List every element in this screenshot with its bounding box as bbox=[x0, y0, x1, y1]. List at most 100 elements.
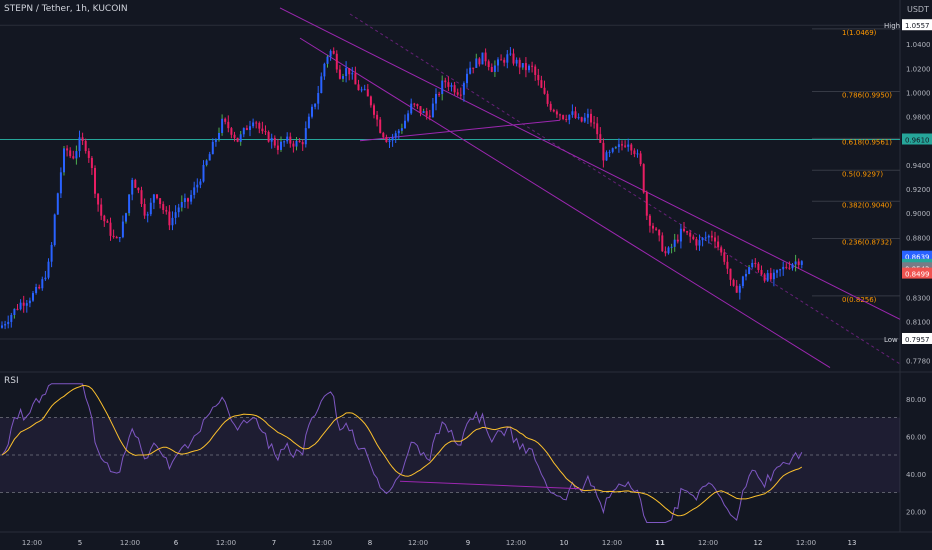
time-tick-label: 12:00 bbox=[22, 539, 42, 547]
time-tick-label: 12:00 bbox=[408, 539, 428, 547]
candle-body bbox=[472, 67, 475, 69]
candle-body bbox=[506, 54, 509, 63]
candle-body bbox=[788, 267, 791, 269]
price-badge-value: 0.9610 bbox=[905, 137, 930, 145]
candle-body bbox=[252, 122, 255, 127]
candle-body bbox=[221, 118, 224, 133]
candle-body bbox=[490, 67, 493, 72]
candle-body bbox=[413, 103, 416, 105]
time-tick-label: 13 bbox=[848, 539, 857, 547]
candle-body bbox=[559, 114, 561, 116]
candle-body bbox=[391, 137, 394, 141]
candle-body bbox=[342, 76, 344, 79]
candle-body bbox=[776, 270, 778, 273]
candle-body bbox=[717, 241, 720, 248]
candle-body bbox=[165, 210, 168, 212]
candle-body bbox=[757, 263, 760, 270]
candle-body bbox=[723, 252, 726, 262]
candle-body bbox=[125, 213, 127, 222]
candle-body bbox=[797, 261, 800, 265]
chart-title: STEPN / Tether, 1h, KUCOIN bbox=[4, 4, 128, 14]
candle-body bbox=[180, 202, 183, 208]
candle-body bbox=[602, 142, 605, 161]
candle-body bbox=[695, 239, 698, 246]
price-tick-label: 0.9800 bbox=[906, 114, 931, 122]
candle-body bbox=[772, 272, 775, 280]
candle-body bbox=[707, 235, 710, 238]
candle-body bbox=[568, 114, 571, 120]
candle-body bbox=[193, 187, 196, 195]
candle-body bbox=[655, 228, 658, 230]
candle-body bbox=[782, 266, 785, 270]
candle-body bbox=[128, 194, 131, 214]
candle-body bbox=[81, 137, 84, 141]
candle-body bbox=[800, 261, 803, 265]
time-tick-label: 12:00 bbox=[216, 539, 236, 547]
candle-body bbox=[543, 87, 546, 94]
candle-body bbox=[698, 240, 701, 246]
candle-body bbox=[35, 287, 38, 294]
rsi-label: RSI bbox=[4, 376, 19, 386]
candle-body bbox=[75, 151, 78, 159]
candle-body bbox=[785, 266, 788, 268]
candle-body bbox=[546, 93, 549, 104]
candle-body bbox=[509, 53, 512, 55]
candle-body bbox=[617, 144, 620, 148]
candle-body bbox=[376, 114, 379, 120]
fib-label: 0.786(0.9950) bbox=[842, 91, 892, 99]
candle-body bbox=[444, 80, 447, 83]
time-tick-label: 11 bbox=[655, 539, 665, 547]
candle-body bbox=[1, 325, 3, 328]
candle-body bbox=[748, 267, 751, 274]
candle-body bbox=[419, 106, 422, 114]
candle-body bbox=[571, 111, 574, 115]
candle-body bbox=[59, 172, 62, 194]
candle-body bbox=[766, 273, 769, 281]
rsi-ma-line bbox=[1, 384, 803, 517]
candle-body bbox=[521, 63, 524, 68]
candle-body bbox=[605, 152, 608, 161]
candle-body bbox=[438, 93, 441, 95]
time-tick-label: 6 bbox=[174, 539, 179, 547]
candle-body bbox=[794, 261, 797, 265]
candle-body bbox=[670, 246, 673, 248]
candle-body bbox=[286, 136, 289, 142]
candle-body bbox=[224, 118, 227, 122]
candle-body bbox=[379, 119, 382, 133]
time-tick-label: 12:00 bbox=[698, 539, 718, 547]
candle-body bbox=[524, 63, 527, 71]
fib-label: 1(1.0469) bbox=[842, 29, 877, 37]
candle-body bbox=[307, 116, 310, 129]
candle-body bbox=[22, 302, 25, 306]
candle-body bbox=[208, 154, 211, 161]
candle-body bbox=[16, 308, 19, 310]
candle-body bbox=[32, 293, 34, 301]
candle-body bbox=[493, 65, 496, 72]
price-tick-label: 0.7780 bbox=[906, 357, 931, 365]
candle-body bbox=[593, 122, 596, 124]
candle-body bbox=[168, 211, 171, 226]
candle-body bbox=[211, 141, 214, 155]
candle-body bbox=[149, 202, 152, 215]
candle-body bbox=[13, 308, 16, 315]
candle-body bbox=[614, 147, 617, 149]
candle-body bbox=[580, 117, 583, 122]
candle-body bbox=[196, 184, 199, 188]
candle-body bbox=[100, 204, 103, 216]
candle-body bbox=[360, 89, 363, 91]
candle-body bbox=[28, 300, 31, 304]
rsi-tick-label: 80.00 bbox=[906, 396, 926, 404]
candle-body bbox=[621, 144, 623, 146]
price-badge-value: 0.8639 bbox=[905, 254, 930, 262]
candle-body bbox=[304, 128, 307, 145]
candle-body bbox=[453, 85, 456, 93]
candle-body bbox=[599, 134, 602, 143]
candle-body bbox=[478, 58, 481, 65]
candle-body bbox=[596, 123, 599, 135]
candle-body bbox=[177, 207, 180, 213]
candle-body bbox=[661, 235, 664, 252]
candle-body bbox=[183, 198, 186, 203]
candle-body bbox=[779, 269, 782, 271]
candle-body bbox=[118, 237, 121, 239]
